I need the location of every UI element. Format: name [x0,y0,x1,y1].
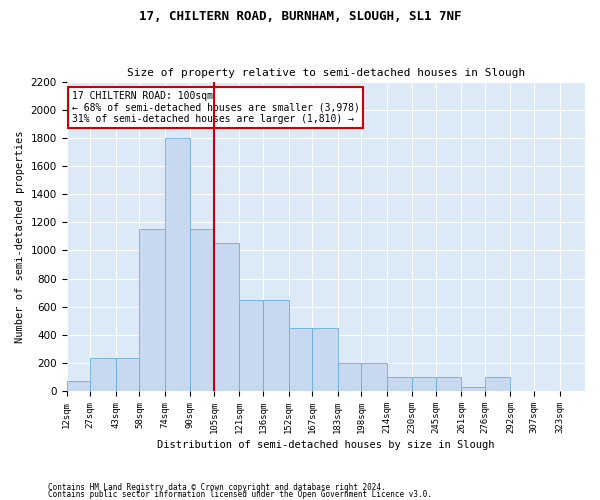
Bar [239,300,263,391]
Bar [190,230,214,391]
X-axis label: Distribution of semi-detached houses by size in Slough: Distribution of semi-detached houses by … [157,440,494,450]
Bar [116,358,139,391]
Bar [214,244,239,391]
Text: 17, CHILTERN ROAD, BURNHAM, SLOUGH, SL1 7NF: 17, CHILTERN ROAD, BURNHAM, SLOUGH, SL1 … [139,10,461,23]
Bar [139,230,165,391]
Text: Contains HM Land Registry data © Crown copyright and database right 2024.: Contains HM Land Registry data © Crown c… [48,484,386,492]
Bar [67,380,91,391]
Y-axis label: Number of semi-detached properties: Number of semi-detached properties [15,130,25,342]
Bar [312,328,338,391]
Bar [387,377,412,391]
Text: Contains public sector information licensed under the Open Government Licence v3: Contains public sector information licen… [48,490,432,499]
Bar [485,377,511,391]
Bar [461,387,485,391]
Text: 17 CHILTERN ROAD: 100sqm
← 68% of semi-detached houses are smaller (3,978)
31% o: 17 CHILTERN ROAD: 100sqm ← 68% of semi-d… [72,91,359,124]
Title: Size of property relative to semi-detached houses in Slough: Size of property relative to semi-detach… [127,68,525,78]
Bar [361,363,387,391]
Bar [412,377,436,391]
Bar [338,363,361,391]
Bar [436,377,461,391]
Bar [165,138,190,391]
Bar [289,328,312,391]
Bar [263,300,289,391]
Bar [91,358,116,391]
